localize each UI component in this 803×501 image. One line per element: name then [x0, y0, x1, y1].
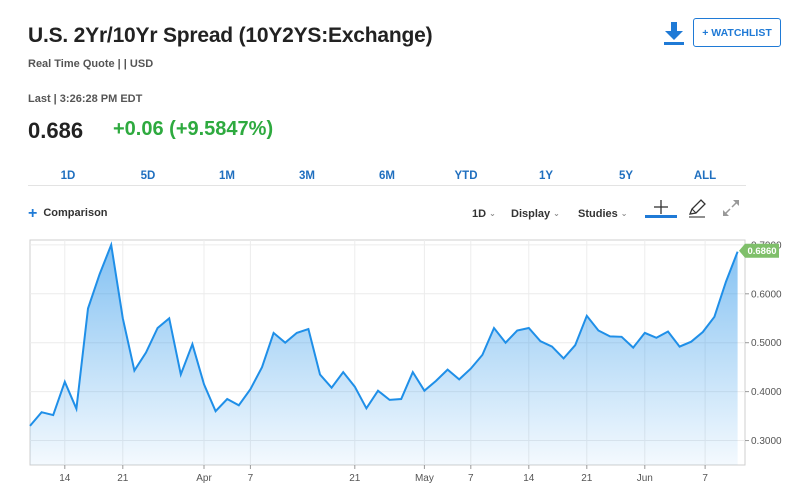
active-tool-indicator	[645, 215, 677, 218]
x-tick-label: 21	[581, 473, 593, 484]
chart-line	[29, 241, 739, 427]
last-value-badge	[739, 243, 779, 258]
x-tick-label: Jun	[637, 473, 653, 484]
watchlist-button[interactable]: + WATCHLIST	[693, 18, 781, 47]
expand-icon[interactable]	[720, 197, 742, 219]
x-tick-label: 7	[702, 473, 708, 484]
y-tick-label: 0.3000	[751, 436, 782, 447]
pencil-icon[interactable]	[686, 197, 708, 219]
chevron-down-icon: ⌄	[553, 209, 560, 218]
tab-5d[interactable]: 5D	[140, 170, 156, 182]
last-value-text: 0.6860	[747, 246, 776, 257]
x-tick-label: May	[415, 473, 434, 484]
last-updated: Last | 3:26:28 PM EDT	[28, 93, 143, 105]
y-tick-label: 0.6000	[751, 289, 782, 300]
x-tick-label: 21	[349, 473, 361, 484]
x-axis: 14 21 Apr 7 21 May 7 14 21 Jun 7	[59, 465, 708, 484]
x-tick-label: 14	[59, 473, 71, 484]
y-tick-label: 0.4000	[751, 387, 782, 398]
last-price: 0.686	[28, 118, 84, 143]
plus-icon: +	[28, 204, 38, 222]
x-tick-label: 14	[523, 473, 535, 484]
tab-1y[interactable]: 1Y	[538, 170, 554, 182]
tab-all[interactable]: ALL	[693, 170, 717, 182]
tab-1m[interactable]: 1M	[219, 170, 235, 182]
page-title: U.S. 2Yr/10Yr Spread (10Y2YS:Exchange)	[28, 24, 433, 47]
studies-dropdown[interactable]: Studies ⌄	[578, 208, 627, 220]
x-tick-label: Apr	[196, 473, 212, 484]
interval-dropdown[interactable]: 1D ⌄	[472, 208, 496, 220]
comparison-button[interactable]: + Comparison	[28, 204, 108, 222]
download-icon[interactable]	[662, 20, 686, 46]
last-value-label: 0.6860	[739, 243, 779, 258]
x-tick-label: 7	[248, 473, 254, 484]
crosshair-icon[interactable]	[645, 197, 677, 217]
tab-3m[interactable]: 3M	[299, 170, 315, 182]
x-tick-label: 7	[468, 473, 474, 484]
studies-label: Studies	[578, 208, 618, 220]
comparison-label: Comparison	[43, 207, 108, 219]
interval-label: 1D	[472, 208, 487, 220]
price-change: +0.06 (+9.5847%)	[113, 118, 274, 140]
x-tick-label: 21	[117, 473, 129, 484]
chart-area	[30, 244, 738, 465]
range-tabs: 1D 5D 1M 3M 6M YTD 1Y 5Y ALL	[28, 160, 746, 186]
tab-5y[interactable]: 5Y	[618, 170, 634, 182]
quote-source: Real Time Quote | | USD	[28, 58, 154, 70]
tab-ytd[interactable]: YTD	[454, 170, 478, 182]
y-tick-label: 0.5000	[751, 338, 782, 349]
display-dropdown[interactable]: Display ⌄	[511, 208, 560, 220]
chevron-down-icon: ⌄	[489, 209, 496, 218]
tab-1d[interactable]: 1D	[60, 170, 76, 182]
display-label: Display	[511, 208, 551, 220]
chevron-down-icon: ⌄	[620, 209, 628, 218]
tab-6m[interactable]: 6M	[379, 170, 395, 182]
